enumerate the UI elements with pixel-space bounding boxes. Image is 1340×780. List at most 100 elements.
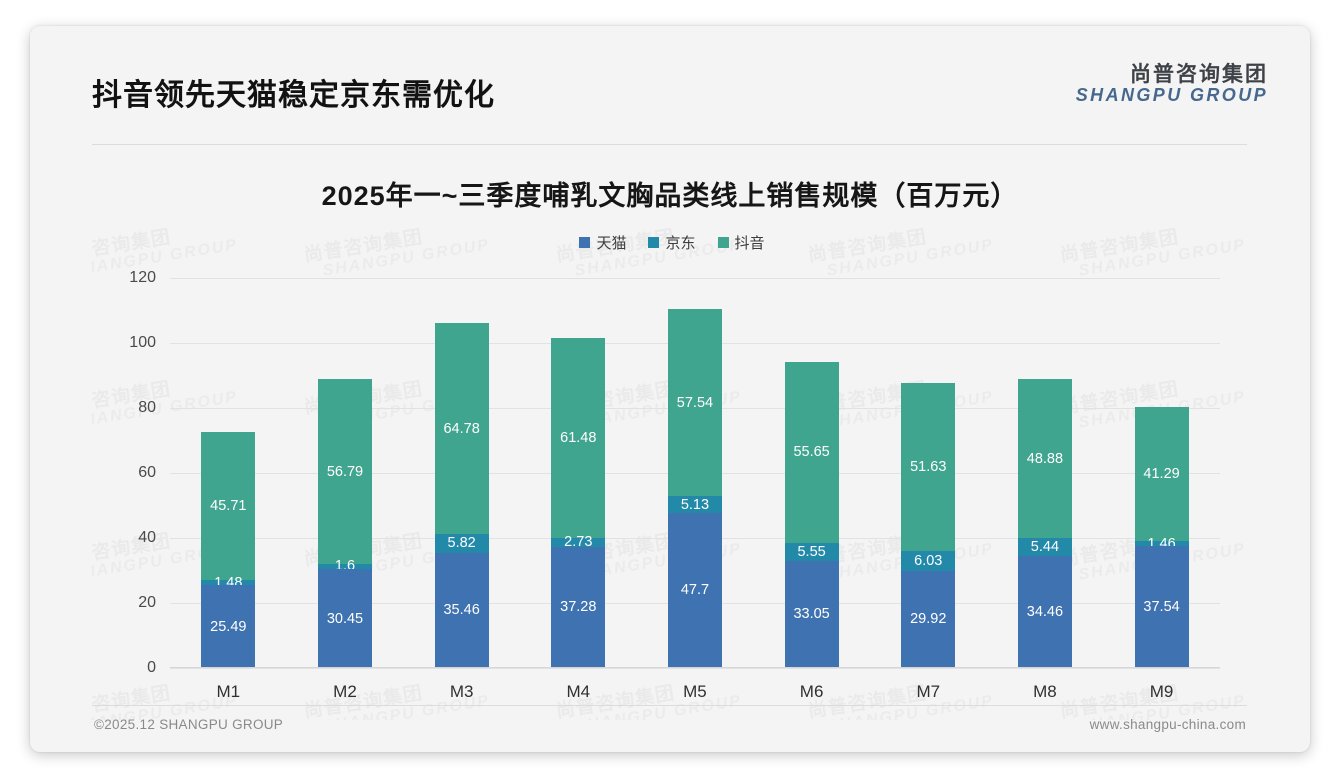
bar-column[interactable]: 64.78 5.82 35.46 M3 — [434, 278, 489, 701]
bar-value-label: 6.03 — [914, 552, 943, 569]
x-axis-tick-label: M2 — [333, 682, 357, 701]
legend-swatch-icon — [717, 237, 729, 248]
bar-segment[interactable]: 48.88 — [1017, 379, 1072, 539]
bar-column[interactable]: 45.71 1.48 25.49 M1 — [201, 278, 256, 701]
bar-segment[interactable]: 61.48 — [551, 338, 606, 538]
x-axis-tick-label: M3 — [449, 682, 474, 701]
x-axis-tick-label: M4 — [566, 682, 591, 701]
x-axis-tick-label: M5 — [683, 682, 707, 701]
bar-segment[interactable]: 5.44 — [1017, 538, 1072, 557]
bar-value-label: 56.79 — [326, 463, 364, 480]
footer-copyright: ©2025.12 SHANGPU GROUP — [94, 717, 284, 732]
bar-segment[interactable]: 6.03 — [901, 551, 956, 571]
bar-value-label: 5.13 — [680, 496, 710, 513]
legend-label: 抖音 — [734, 235, 765, 252]
page-title: 抖音领先天猫稳定京东需优化 — [92, 79, 495, 112]
bar-segment[interactable]: 56.79 — [317, 379, 372, 564]
bar-segment[interactable]: 34.46 — [1017, 556, 1072, 668]
bar-column[interactable]: 61.48 2.73 37.28 M4 — [551, 278, 606, 701]
legend-item-3[interactable]: 抖音 — [717, 232, 765, 253]
y-axis-tick-label: 40 — [138, 528, 156, 546]
slide-card: 抖音领先天猫稳定京东需优化 尚普咨询集团 SHANGPU GROUP 2025年… — [30, 26, 1310, 752]
bar-value-label: 33.05 — [793, 606, 830, 623]
bar-segment[interactable]: 45.71 — [201, 431, 256, 581]
brand-logo-cn: 尚普咨询集团 — [1130, 63, 1268, 86]
bar-value-label: 47.7 — [680, 582, 710, 599]
x-axis-tick-label: M7 — [916, 682, 941, 701]
y-axis-tick-label: 20 — [138, 594, 156, 611]
chart-title: 2025年一~三季度哺乳文胸品类线上销售规模（百万元） — [321, 181, 1019, 211]
bar-segment[interactable]: 25.49 — [201, 585, 256, 668]
bar-segment[interactable]: 64.78 — [434, 323, 489, 534]
bar-value-label: 2.73 — [564, 534, 593, 551]
bar-segment[interactable]: 2.73 — [551, 534, 606, 550]
bar-value-label: 5.82 — [447, 535, 476, 552]
bar-value-label: 64.78 — [443, 420, 480, 437]
bar-column[interactable]: 41.29 1.46 37.54 M9 — [1134, 278, 1189, 701]
bar-series-group: 45.71 1.48 25.49 M1 56.79 1.6 30.45 M2 64.78 5.82… — [170, 278, 1220, 701]
bar-segment[interactable]: 37.54 — [1134, 546, 1189, 668]
brand-logo: 尚普咨询集团 SHANGPU GROUP — [1075, 63, 1268, 106]
bar-value-label: 5.44 — [1030, 539, 1060, 556]
bar-segment[interactable]: 29.92 — [901, 570, 956, 668]
chart-container: 尚普咨询集团 SHANGPU GROUP 尚普咨询集团 SHANGPU GROUP 尚普… — [92, 222, 1252, 720]
bar-segment[interactable]: 33.05 — [784, 560, 839, 668]
slide-header: 抖音领先天猫稳定京东需优化 尚普咨询集团 SHANGPU GROUP — [30, 26, 1310, 145]
y-axis-tick-label: 120 — [129, 269, 156, 286]
x-axis-line — [170, 667, 1220, 668]
bar-value-label: 45.71 — [210, 498, 247, 515]
bar-column[interactable]: 55.65 5.55 33.05 M6 — [784, 278, 839, 701]
gridline — [170, 278, 1220, 279]
y-axis-tick-label: 60 — [138, 464, 156, 481]
footer-divider — [92, 705, 1247, 706]
bar-segment[interactable]: 35.46 — [434, 552, 489, 668]
bar-column[interactable]: 51.63 6.03 29.92 M7 — [901, 278, 956, 701]
bar-value-label: 37.54 — [1143, 599, 1180, 615]
x-axis-tick-label: M6 — [799, 682, 824, 701]
bar-segment[interactable]: 47.7 — [667, 512, 722, 668]
legend-item-1[interactable]: 天猫 — [579, 232, 626, 253]
legend-swatch-icon — [648, 237, 660, 248]
gridline — [170, 668, 1220, 669]
y-axis-tick-label: 80 — [138, 398, 156, 416]
bar-value-label: 5.55 — [797, 543, 826, 560]
x-axis-tick-label: M8 — [1033, 682, 1057, 701]
header-divider — [92, 144, 1247, 145]
bar-column[interactable]: 48.88 5.44 34.46 M8 — [1017, 278, 1072, 701]
bar-segment[interactable]: 55.65 — [784, 361, 839, 543]
x-axis-tick-label: M1 — [216, 682, 241, 701]
bar-value-label: 51.63 — [910, 459, 947, 476]
bar-value-label: 30.45 — [326, 610, 364, 627]
bar-value-label: 61.48 — [560, 430, 597, 447]
bar-value-label: 29.92 — [910, 611, 947, 628]
chart-legend: 天猫 京东 抖音 — [92, 232, 1252, 253]
bar-segment[interactable]: 5.55 — [784, 542, 839, 561]
x-axis-tick-label: M9 — [1149, 682, 1174, 701]
bar-value-label: 35.46 — [443, 602, 480, 619]
bar-segment[interactable]: 37.28 — [551, 546, 606, 668]
bar-segment[interactable]: 5.13 — [667, 496, 722, 513]
brand-logo-en: SHANGPU GROUP — [1075, 85, 1268, 106]
bar-column[interactable]: 57.54 5.13 47.7 M5 — [667, 278, 722, 701]
bar-column[interactable]: 56.79 1.6 30.45 M2 — [317, 278, 372, 701]
bar-segment[interactable]: 5.82 — [434, 533, 489, 553]
bar-value-label: 37.28 — [560, 599, 597, 616]
bar-segment[interactable]: 41.29 — [1134, 407, 1189, 542]
bar-segment[interactable]: 57.54 — [667, 309, 722, 497]
bar-value-label: 55.65 — [793, 444, 830, 461]
bar-segment[interactable]: 51.63 — [901, 383, 956, 552]
legend-label: 天猫 — [596, 235, 627, 252]
plot-area: 0 20 40 60 80 100 120 45.71 1.48 25.49 M1 56.79 1.6… — [129, 269, 1220, 701]
legend-item-2[interactable]: 京东 — [648, 232, 696, 253]
y-axis-tick-label: 100 — [129, 333, 156, 351]
bar-segment[interactable]: 30.45 — [317, 569, 372, 668]
bar-value-label: 48.88 — [1026, 450, 1064, 467]
legend-swatch-icon — [579, 237, 591, 248]
bar-value-label: 41.29 — [1143, 466, 1180, 483]
legend-label: 京东 — [665, 235, 696, 252]
bar-value-label: 57.54 — [676, 394, 714, 411]
y-axis-labels: 0 20 40 60 80 100 120 — [129, 269, 1220, 676]
bar-value-label: 25.49 — [210, 618, 247, 635]
bar-value-label: 34.46 — [1026, 604, 1064, 620]
